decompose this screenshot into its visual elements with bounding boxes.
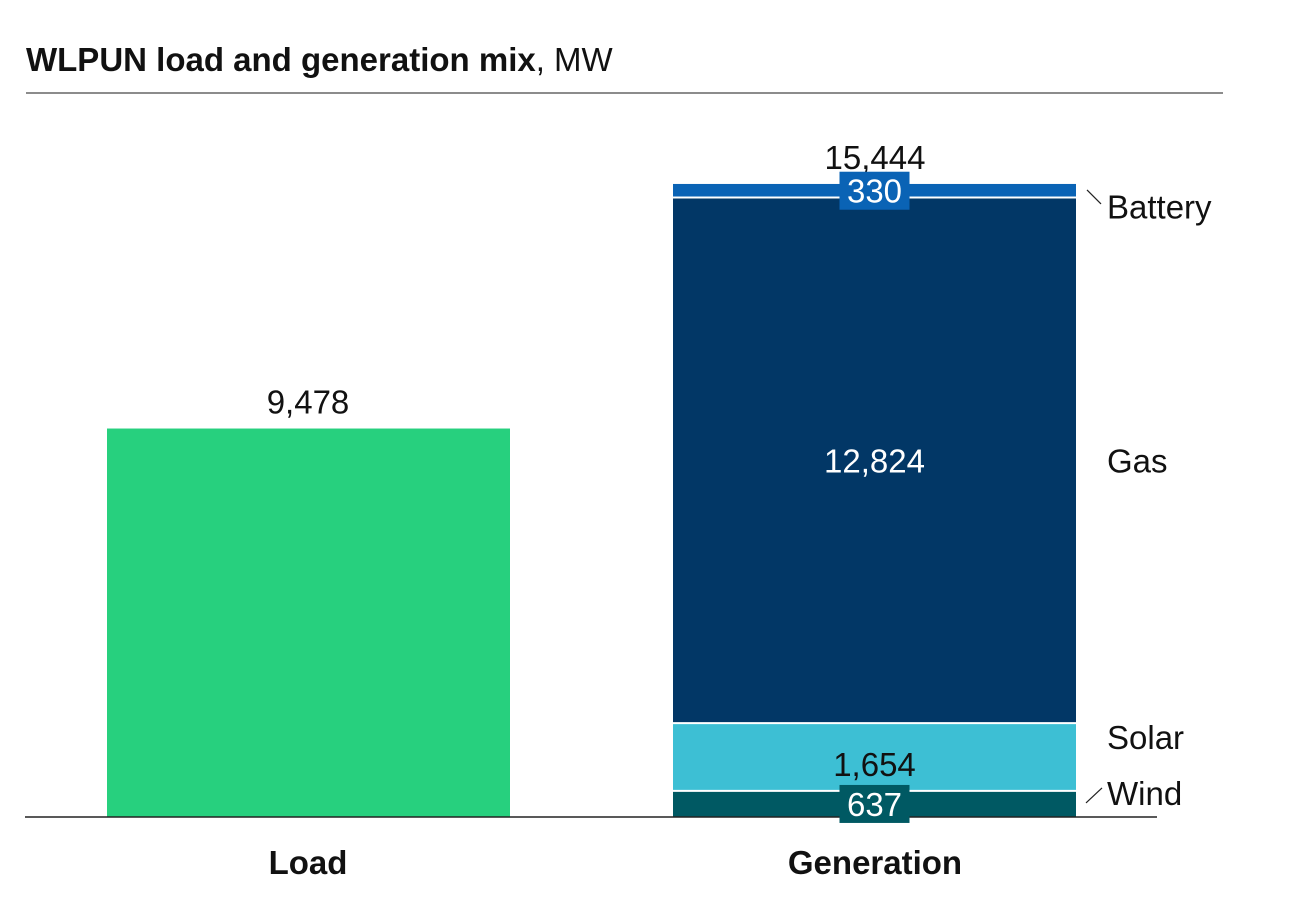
total-label-load: 9,478 bbox=[267, 384, 350, 421]
total-label-generation: 15,444 bbox=[825, 139, 926, 176]
data-label-solar: 1,654 bbox=[833, 746, 916, 783]
leader-line-wind bbox=[1085, 787, 1103, 804]
data-label-box-wind bbox=[839, 784, 910, 823]
data-label-wind: 637 bbox=[847, 786, 902, 823]
chart-title-main: WLPUN load and generation mix bbox=[26, 41, 536, 78]
bar-segment-load-load bbox=[107, 428, 510, 817]
data-label-battery: 330 bbox=[847, 173, 902, 210]
chart-title: WLPUN load and generation mix, MW bbox=[26, 38, 613, 82]
category-label-load: Load bbox=[269, 844, 348, 881]
bar-segment-generation-solar bbox=[673, 723, 1076, 791]
data-label-box-battery bbox=[839, 171, 910, 210]
series-label-wind: Wind bbox=[1107, 775, 1182, 812]
bar-segment-generation-gas bbox=[673, 197, 1076, 724]
data-label-gas: 12,824 bbox=[824, 442, 925, 479]
title-divider bbox=[26, 92, 1223, 94]
category-label-generation: Generation bbox=[788, 844, 962, 881]
series-label-battery: Battery bbox=[1107, 188, 1212, 225]
leader-line-battery bbox=[1086, 189, 1102, 205]
series-label-solar: Solar bbox=[1107, 719, 1184, 756]
series-label-gas: Gas bbox=[1107, 442, 1168, 479]
chart-title-unit: , MW bbox=[535, 41, 613, 78]
